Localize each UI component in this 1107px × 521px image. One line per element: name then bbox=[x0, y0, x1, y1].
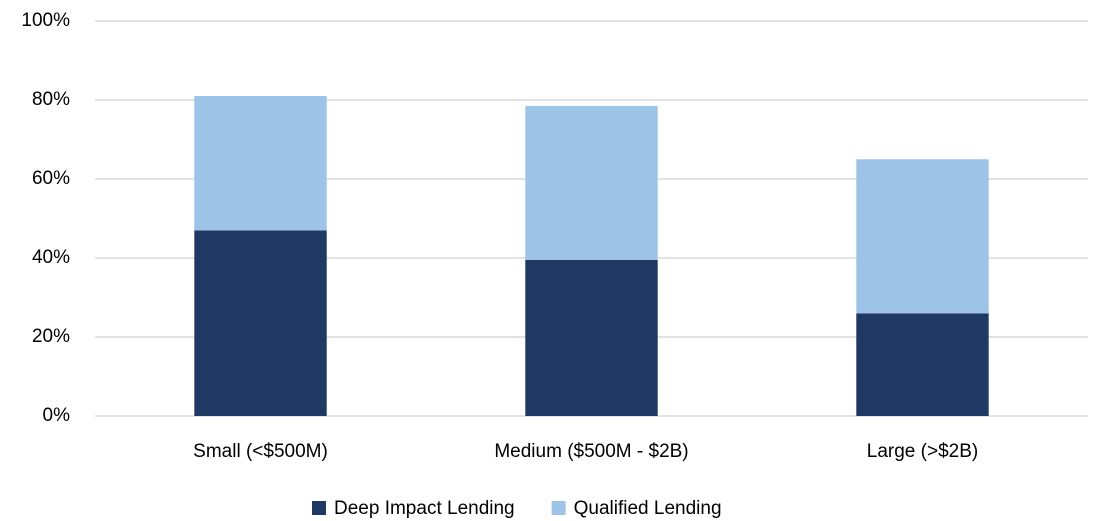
bar-segment bbox=[194, 230, 327, 416]
legend-label: Qualified Lending bbox=[574, 498, 722, 519]
y-tick-label: 40% bbox=[32, 247, 70, 268]
legend-label: Deep Impact Lending bbox=[334, 498, 515, 519]
bar-segment bbox=[194, 96, 327, 231]
x-tick-label: Small (<$500M) bbox=[193, 441, 328, 462]
y-tick-label: 80% bbox=[32, 89, 70, 110]
legend-swatch bbox=[551, 501, 566, 515]
y-tick-label: 20% bbox=[32, 326, 70, 347]
y-tick-label: 0% bbox=[43, 405, 71, 426]
bar-segment bbox=[856, 159, 989, 314]
bar-segment bbox=[856, 313, 989, 416]
x-tick-label: Large (>$2B) bbox=[867, 441, 978, 462]
legend-swatch bbox=[312, 501, 326, 515]
y-tick-label: 100% bbox=[21, 10, 70, 31]
bar-segment bbox=[525, 105, 658, 260]
y-tick-label: 60% bbox=[32, 168, 70, 189]
x-tick-label: Medium ($500M - $2B) bbox=[494, 441, 688, 462]
bar-segment bbox=[525, 259, 658, 416]
